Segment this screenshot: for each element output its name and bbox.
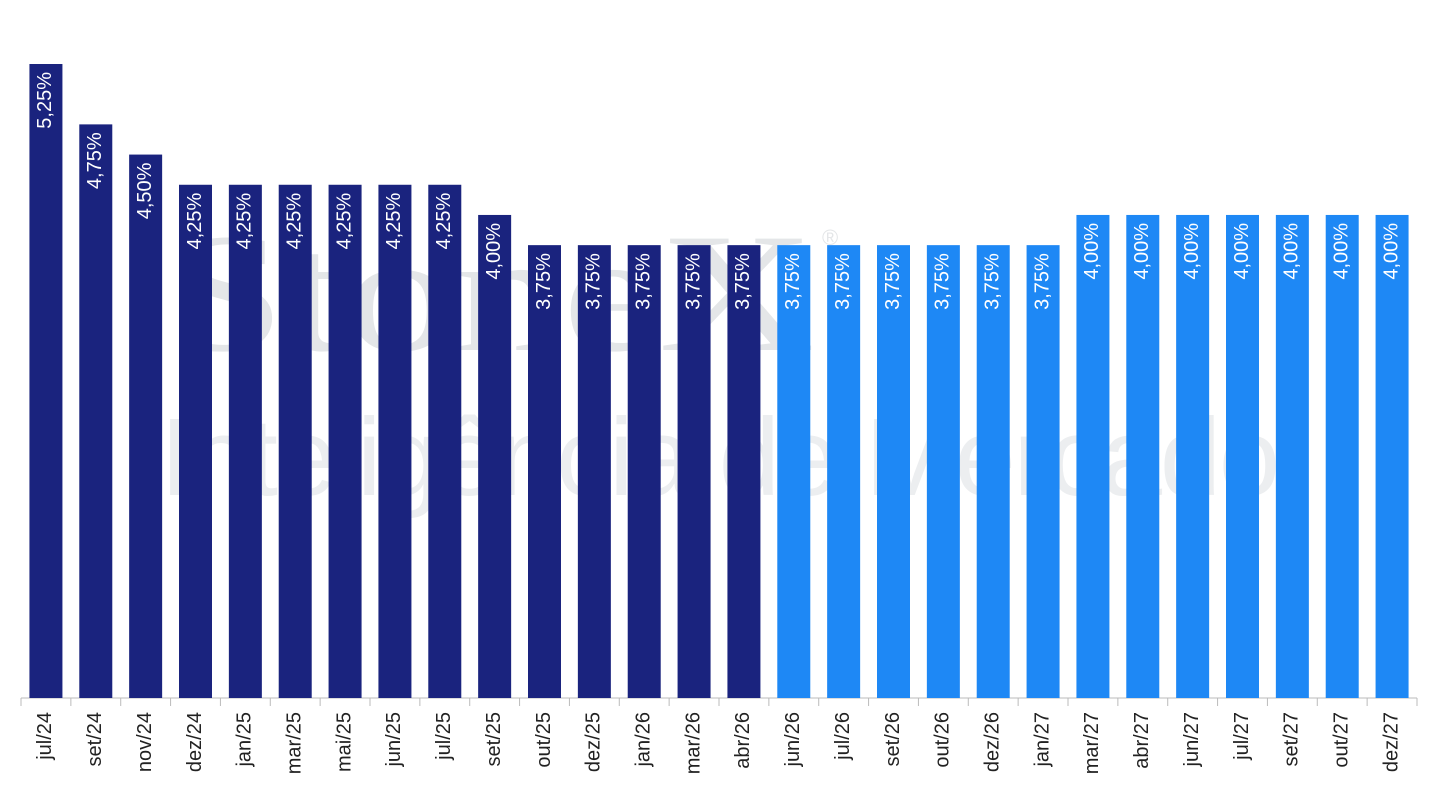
value-label: 3,75% [1031, 253, 1053, 310]
bar [328, 184, 362, 698]
value-label: 3,75% [682, 253, 704, 310]
value-label: 4,25% [433, 193, 455, 250]
value-label: 4,25% [383, 193, 405, 250]
x-tick-label: set/25 [483, 712, 505, 766]
x-tick-label: mai/25 [333, 712, 355, 772]
bar [926, 245, 960, 698]
bar [79, 124, 113, 698]
x-tick-label: set/27 [1281, 712, 1303, 766]
x-tick-label: nov/24 [134, 712, 156, 772]
x-tick-label: set/26 [882, 712, 904, 766]
bar [1076, 214, 1110, 698]
value-label: 3,75% [832, 253, 854, 310]
x-tick-label: dez/24 [184, 712, 206, 772]
bar [677, 245, 711, 698]
value-label: 4,25% [184, 193, 206, 250]
bar [228, 184, 262, 698]
bar [378, 184, 412, 698]
bar [1325, 214, 1359, 698]
bar [1026, 245, 1060, 698]
x-tick-label: jul/27 [1231, 712, 1253, 761]
x-tick-label: dez/25 [583, 712, 605, 772]
value-label: 4,00% [1081, 223, 1103, 280]
value-label: 3,75% [533, 253, 555, 310]
value-label: 3,75% [732, 253, 754, 310]
value-label: 4,25% [333, 193, 355, 250]
bar [528, 245, 561, 698]
value-label: 3,75% [932, 253, 954, 310]
bar [727, 245, 761, 698]
value-label: 3,75% [782, 253, 804, 310]
bar [1275, 214, 1309, 698]
value-label: 3,75% [583, 253, 605, 310]
value-label: 4,00% [1380, 223, 1402, 280]
bar [29, 64, 63, 698]
value-label: 4,00% [1281, 223, 1303, 280]
x-tick-label: mar/26 [682, 712, 704, 774]
bar [1126, 214, 1160, 698]
bar [627, 245, 661, 698]
value-label: 3,75% [981, 253, 1003, 310]
value-label: 4,00% [483, 223, 505, 280]
x-tick-label: jan/25 [234, 712, 256, 768]
bar [428, 184, 462, 698]
x-tick-label: jun/27 [1181, 712, 1203, 768]
bar [877, 245, 910, 698]
bar [827, 245, 861, 698]
bar [1375, 214, 1409, 698]
watermark-subtitle: Inteligência de Mercado [160, 396, 1280, 519]
x-tick-label: jul/26 [832, 712, 854, 761]
value-label: 5,25% [34, 72, 56, 129]
watermark-mark: ® [822, 225, 838, 250]
value-label: 4,50% [134, 162, 156, 219]
x-tick-label: dez/27 [1380, 712, 1402, 772]
x-tick-label: set/24 [84, 712, 106, 766]
bar [1176, 214, 1210, 698]
x-tick-label: jun/26 [782, 712, 804, 768]
x-tick-label: out/26 [932, 712, 954, 768]
value-label: 4,25% [283, 193, 305, 250]
x-tick-label: jul/24 [34, 712, 56, 761]
value-label: 4,00% [1330, 223, 1352, 280]
value-label: 4,00% [1231, 223, 1253, 280]
x-tick-label: out/25 [533, 712, 555, 768]
value-label: 3,75% [882, 253, 904, 310]
value-label: 4,00% [1181, 223, 1203, 280]
x-tick-label: jan/26 [632, 712, 654, 768]
x-tick-label: mar/27 [1081, 712, 1103, 774]
x-tick-label: jul/25 [433, 712, 455, 761]
bar [478, 214, 512, 698]
bar [976, 245, 1010, 698]
bar [179, 184, 212, 698]
bar [129, 154, 163, 699]
x-tick-label: abr/26 [732, 712, 754, 769]
bar [777, 245, 811, 698]
bar [1226, 214, 1259, 698]
bar [278, 184, 312, 698]
bar [577, 245, 611, 698]
x-tick-label: dez/26 [981, 712, 1003, 772]
x-tick-label: mar/25 [283, 712, 305, 774]
value-label: 4,25% [234, 193, 256, 250]
value-label: 4,00% [1131, 223, 1153, 280]
value-label: 3,75% [632, 253, 654, 310]
x-tick-label: abr/27 [1131, 712, 1153, 769]
x-tick-label: out/27 [1330, 712, 1352, 768]
value-label: 4,75% [84, 132, 106, 189]
x-tick-label: jun/25 [383, 712, 405, 768]
x-tick-label: jan/27 [1031, 712, 1053, 768]
